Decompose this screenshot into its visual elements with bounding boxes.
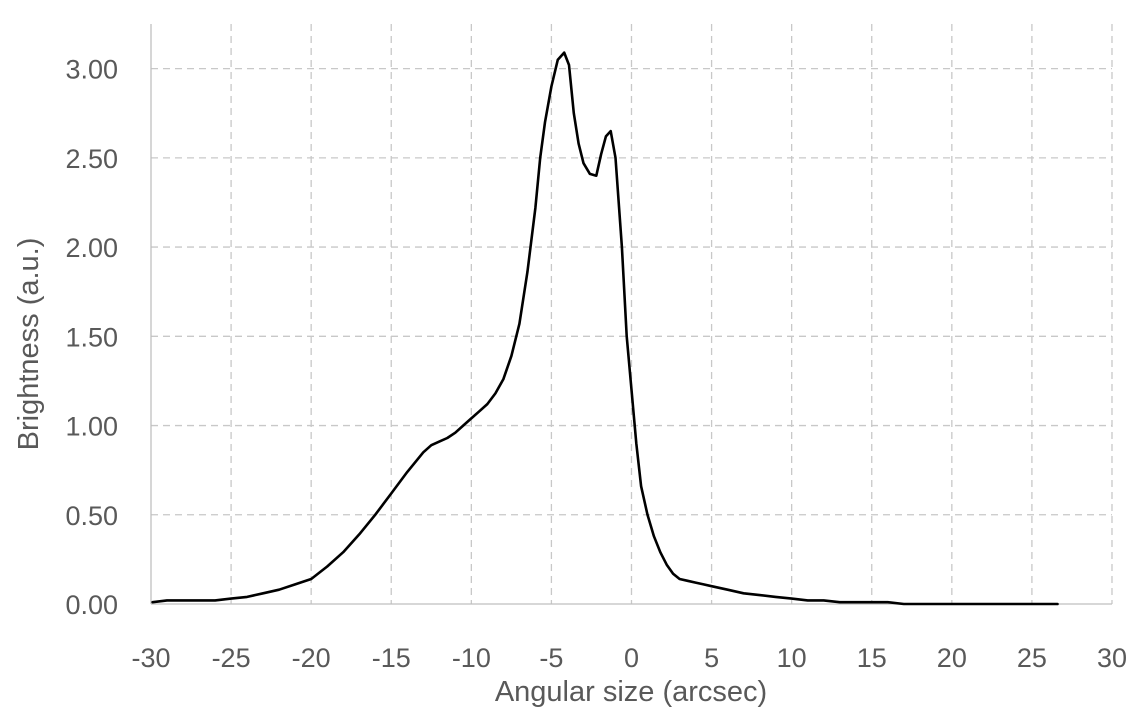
x-tick-label: 30 (1097, 643, 1127, 673)
x-tick-label: 5 (704, 643, 719, 673)
y-axis-ticks: 0.00 0.50 1.00 1.50 2.00 2.50 3.00 (65, 55, 118, 620)
y-tick-label: 0.00 (65, 590, 118, 620)
x-tick-label: 0 (624, 643, 639, 673)
series (151, 51, 1059, 606)
x-tick-label: -10 (452, 643, 491, 673)
x-tick-label: -25 (212, 643, 251, 673)
y-tick-label: 1.50 (65, 322, 118, 352)
x-tick-label: 20 (937, 643, 967, 673)
x-tick-label: -5 (539, 643, 563, 673)
x-tick-label: -20 (292, 643, 331, 673)
y-tick-label: 0.50 (65, 501, 118, 531)
y-tick-label: 3.00 (65, 55, 118, 85)
x-tick-label: -30 (131, 643, 170, 673)
y-tick-label: 2.00 (65, 233, 118, 263)
y-tick-label: 1.00 (65, 412, 118, 442)
y-tick-label: 2.50 (65, 144, 118, 174)
x-tick-label: -15 (372, 643, 411, 673)
brightness-series-line (151, 51, 1059, 606)
x-tick-label: 25 (1017, 643, 1047, 673)
x-axis-title: Angular size (arcsec) (495, 676, 767, 708)
y-axis-title: Brightness (a.u.) (13, 238, 45, 451)
x-axis-ticks: -30 -25 -20 -15 -10 -5 0 5 10 15 20 25 30 (131, 643, 1127, 673)
x-tick-label: 10 (777, 643, 807, 673)
x-tick-label: 15 (857, 643, 887, 673)
grid (151, 24, 1113, 604)
